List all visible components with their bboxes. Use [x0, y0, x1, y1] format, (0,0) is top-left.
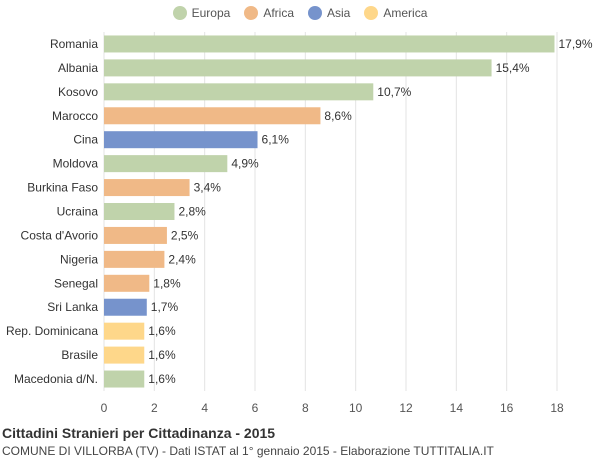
- value-label: 6,1%: [262, 133, 290, 147]
- category-label: Sri Lanka: [47, 300, 98, 314]
- bar: [104, 322, 145, 340]
- legend-item-asia: Asia: [308, 6, 350, 20]
- bar: [104, 179, 190, 197]
- value-label: 1,6%: [148, 324, 176, 338]
- bar: [104, 35, 555, 53]
- category-label: Nigeria: [60, 252, 98, 266]
- category-label: Cina: [73, 133, 98, 147]
- value-label: 1,6%: [148, 372, 176, 386]
- legend-item-africa: Africa: [244, 6, 294, 20]
- x-tick-label: 18: [550, 401, 564, 415]
- x-tick-label: 16: [500, 401, 514, 415]
- chart-subtitle: COMUNE DI VILLORBA (TV) - Dati ISTAT al …: [2, 444, 494, 458]
- bar: [104, 131, 258, 149]
- x-tick-label: 0: [101, 401, 108, 415]
- category-label: Rep. Dominicana: [6, 324, 98, 338]
- bar: [104, 83, 374, 101]
- legend: Europa Africa Asia America: [0, 6, 600, 20]
- category-label: Kosovo: [58, 85, 98, 99]
- legend-swatch-europa: [172, 6, 187, 20]
- x-tick-label: 10: [349, 401, 363, 415]
- category-label: Costa d'Avorio: [21, 228, 99, 242]
- legend-label-europa: Europa: [191, 6, 231, 20]
- value-label: 4,9%: [231, 157, 259, 171]
- value-label: 1,8%: [153, 276, 181, 290]
- category-label: Senegal: [54, 276, 98, 290]
- bar: [104, 250, 165, 268]
- value-label: 3,4%: [194, 181, 222, 195]
- bar: [104, 346, 145, 364]
- x-tick-label: 12: [399, 401, 413, 415]
- legend-swatch-asia: [308, 6, 323, 20]
- value-label: 15,4%: [496, 61, 530, 75]
- bar: [104, 155, 228, 173]
- value-label: 2,8%: [178, 205, 206, 219]
- category-label: Moldova: [53, 157, 99, 171]
- x-tick-label: 6: [252, 401, 259, 415]
- bar: [104, 107, 321, 125]
- value-label: 10,7%: [377, 85, 411, 99]
- category-label: Burkina Faso: [27, 181, 98, 195]
- x-tick-label: 4: [201, 401, 208, 415]
- bar-chart: 0 2 4 6 8 10 12 14 16 18 Romania 17,9% Albania 15,4% K…: [6, 32, 593, 415]
- x-tick-label: 14: [450, 401, 464, 415]
- bar: [104, 226, 167, 244]
- legend-label-africa: Africa: [263, 6, 295, 20]
- value-label: 17,9%: [558, 37, 592, 51]
- category-label: Brasile: [61, 348, 98, 362]
- bar: [104, 298, 147, 316]
- category-label: Romania: [50, 37, 98, 51]
- value-label: 8,6%: [324, 109, 352, 123]
- bar: [104, 59, 492, 77]
- category-label: Albania: [58, 61, 98, 75]
- legend-label-asia: Asia: [327, 6, 351, 20]
- value-label: 2,5%: [171, 228, 199, 242]
- legend-swatch-africa: [244, 6, 259, 20]
- x-tick-label: 2: [151, 401, 158, 415]
- legend-swatch-america: [364, 6, 379, 20]
- chart-title: Cittadini Stranieri per Cittadinanza - 2…: [2, 425, 276, 441]
- legend-item-america: America: [364, 6, 427, 20]
- legend-label-america: America: [383, 6, 428, 20]
- bar: [104, 274, 150, 292]
- category-label: Macedonia d/N.: [14, 372, 98, 386]
- bar: [104, 203, 175, 220]
- value-label: 1,7%: [151, 300, 179, 314]
- x-tick-label: 8: [302, 401, 309, 415]
- category-label: Ucraina: [57, 205, 99, 219]
- category-label: Marocco: [52, 109, 98, 123]
- bar: [104, 370, 145, 388]
- value-label: 2,4%: [168, 252, 196, 266]
- value-label: 1,6%: [148, 348, 176, 362]
- legend-item-europa: Europa: [172, 6, 231, 20]
